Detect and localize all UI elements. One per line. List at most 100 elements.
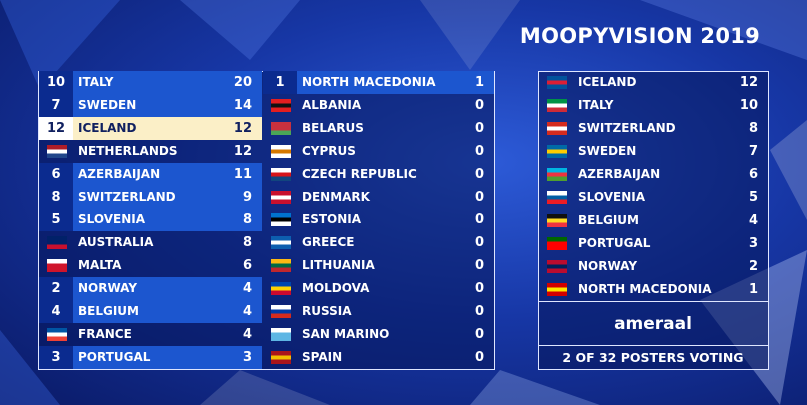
country-name: NORTH MACEDONIA bbox=[578, 282, 712, 296]
country-name: MOLDOVA bbox=[302, 281, 370, 296]
total-score: 20 bbox=[233, 75, 252, 90]
country-name: BELARUS bbox=[302, 120, 364, 135]
votes-panel bbox=[538, 71, 769, 370]
country-name: FRANCE bbox=[78, 326, 132, 341]
country-name: BELGIUM bbox=[578, 213, 639, 227]
voting-status: 2 OF 32 POSTERS VOTING bbox=[538, 345, 768, 369]
points-received: 5 bbox=[39, 208, 73, 232]
country-name: PORTUGAL bbox=[78, 349, 151, 364]
country-name: GREECE bbox=[302, 235, 355, 250]
country-name: SWITZERLAND bbox=[78, 189, 176, 204]
flag bbox=[271, 236, 291, 250]
total-score: 0 bbox=[474, 326, 484, 342]
points-received: 4 bbox=[39, 300, 73, 323]
points-received: 8 bbox=[39, 185, 73, 209]
vote-row: NORTH MACEDONIA 1 bbox=[539, 278, 768, 301]
flag bbox=[271, 121, 291, 135]
country-name: AUSTRALIA bbox=[78, 235, 154, 250]
scoreboard-row: FRANCE 4 bbox=[39, 323, 262, 346]
total-score: 0 bbox=[474, 189, 484, 205]
flag bbox=[547, 122, 567, 135]
total-score: 14 bbox=[233, 97, 252, 113]
flag bbox=[271, 305, 291, 318]
flag bbox=[547, 260, 567, 273]
total-score: 8 bbox=[242, 212, 252, 228]
total-score: 0 bbox=[474, 120, 484, 136]
scoreboard-row: 10 ITALY 20 bbox=[39, 71, 262, 94]
flag bbox=[547, 99, 567, 112]
country-name: LITHUANIA bbox=[302, 258, 375, 273]
country-name: MALTA bbox=[78, 258, 122, 273]
scoreboard-row: NETHERLANDS 12 bbox=[39, 140, 262, 163]
total-score: 0 bbox=[474, 281, 484, 297]
country-name: BELGIUM bbox=[78, 304, 139, 318]
points-received: 7 bbox=[39, 93, 73, 117]
title: MOOPYVISION 2019 bbox=[519, 24, 761, 48]
vote-row: SLOVENIA 5 bbox=[539, 186, 768, 209]
country-name: SWEDEN bbox=[78, 97, 137, 112]
country-name: SLOVENIA bbox=[78, 212, 146, 227]
scoreboard-row: 6 AZERBAIJAN 11 bbox=[39, 162, 262, 186]
points-received: 10 bbox=[39, 71, 73, 94]
scoreboard-row: 3 PORTUGAL 3 bbox=[39, 345, 262, 369]
vote-row: ICELAND 12 bbox=[539, 71, 768, 94]
total-score: 3 bbox=[242, 349, 252, 365]
vote-row: ITALY 10 bbox=[539, 94, 768, 117]
points-given: 1 bbox=[748, 282, 758, 297]
total-score: 0 bbox=[474, 235, 484, 251]
country-name: RUSSIA bbox=[302, 304, 352, 318]
points-received: 1 bbox=[263, 71, 297, 94]
points-given: 5 bbox=[748, 190, 758, 205]
vote-row: BELGIUM 4 bbox=[539, 209, 768, 232]
points-given: 2 bbox=[748, 259, 758, 274]
points-given: 8 bbox=[748, 121, 758, 136]
country-name: AZERBAIJAN bbox=[78, 166, 161, 181]
scoreboard-row: RUSSIA 0 bbox=[263, 300, 494, 323]
points-received: 2 bbox=[39, 277, 73, 301]
country-name: SLOVENIA bbox=[578, 190, 646, 204]
total-score: 11 bbox=[233, 166, 252, 182]
scoreboard-row: 1 NORTH MACEDONIA 1 bbox=[263, 71, 494, 94]
country-name: CYPRUS bbox=[302, 143, 356, 158]
scoreboard-row: SAN MARINO 0 bbox=[263, 323, 494, 346]
scoreboard-row: 4 BELGIUM 4 bbox=[39, 300, 262, 323]
points-received: 3 bbox=[39, 345, 73, 369]
scoreboard-row: 12 ICELAND 12 bbox=[39, 116, 262, 140]
scoreboard-row: MOLDOVA 0 bbox=[263, 277, 494, 300]
country-name: AZERBAIJAN bbox=[578, 167, 661, 181]
total-score: 0 bbox=[474, 97, 484, 113]
scoreboard-row: ALBANIA 0 bbox=[263, 94, 494, 117]
country-name: ICELAND bbox=[578, 75, 637, 89]
total-score: 9 bbox=[242, 189, 252, 205]
country-name: PORTUGAL bbox=[578, 236, 651, 250]
points-received: 6 bbox=[39, 162, 73, 186]
country-name: CZECH REPUBLIC bbox=[302, 166, 417, 181]
total-score: 0 bbox=[474, 349, 484, 365]
country-name: SPAIN bbox=[302, 349, 343, 364]
scoreboard-row: CZECH REPUBLIC 0 bbox=[263, 163, 494, 186]
total-score: 12 bbox=[233, 120, 252, 136]
country-name: ESTONIA bbox=[302, 212, 362, 227]
scoreboard-row: 8 SWITZERLAND 9 bbox=[39, 185, 262, 209]
vote-row: SWEDEN 7 bbox=[539, 140, 768, 163]
flag bbox=[271, 213, 291, 227]
vote-row: PORTUGAL 3 bbox=[539, 232, 768, 255]
points-given: 6 bbox=[748, 167, 758, 182]
points-given: 4 bbox=[748, 213, 758, 228]
country-name: ICELAND bbox=[78, 120, 137, 135]
total-score: 6 bbox=[242, 258, 252, 274]
country-name: ALBANIA bbox=[302, 97, 362, 112]
total-score: 1 bbox=[474, 75, 484, 90]
points-received: 12 bbox=[39, 116, 73, 140]
country-name: NORTH MACEDONIA bbox=[302, 75, 436, 89]
total-score: 0 bbox=[474, 166, 484, 182]
flag bbox=[271, 98, 291, 112]
flag bbox=[271, 144, 291, 158]
total-score: 8 bbox=[242, 235, 252, 251]
scoreboard-row: LITHUANIA 0 bbox=[263, 254, 494, 277]
flag bbox=[547, 168, 567, 181]
total-score: 0 bbox=[474, 212, 484, 228]
vote-row: NORWAY 2 bbox=[539, 255, 768, 278]
flag bbox=[547, 237, 567, 250]
points-given: 3 bbox=[748, 236, 758, 251]
